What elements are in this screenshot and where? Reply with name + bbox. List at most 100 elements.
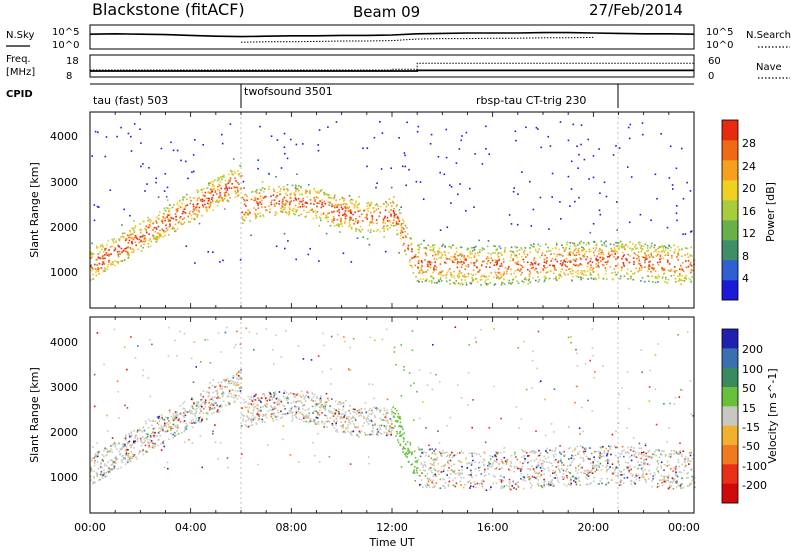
power-range-gate [162, 236, 164, 238]
power-range-gate [618, 248, 620, 250]
power-range-gate [300, 187, 302, 189]
power-range-gate [677, 275, 679, 278]
velocity-range-gate [284, 397, 287, 400]
power-range-gate [421, 264, 423, 267]
velocity-range-gate [317, 414, 319, 416]
power-range-gate [456, 266, 459, 269]
velocity-range-gate [305, 417, 307, 419]
power-range-gate [460, 272, 463, 274]
velocity-range-gate [538, 449, 540, 452]
velocity-range-gate [683, 469, 685, 472]
power-range-gate [217, 177, 219, 179]
velocity-range-gate [442, 470, 445, 473]
power-range-gate [543, 275, 546, 278]
velocity-range-gate [106, 465, 108, 467]
power-range-gate [403, 152, 406, 154]
power-range-gate [366, 238, 369, 240]
power-range-gate [166, 229, 169, 231]
velocity-range-gate [651, 456, 654, 458]
velocity-range-gate [123, 346, 126, 349]
noise-tick-top-right: 10^5 [706, 27, 733, 38]
velocity-range-gate [677, 484, 680, 487]
power-range-gate [285, 192, 287, 195]
power-range-gate [485, 125, 487, 128]
power-range-gate [90, 252, 93, 255]
power-range-gate [382, 219, 385, 222]
velocity-range-gate [510, 488, 512, 491]
velocity-range-gate [436, 457, 438, 459]
velocity-range-gate [226, 386, 229, 388]
velocity-range-gate [643, 453, 645, 456]
velocity-range-gate [196, 401, 199, 403]
power-range-gate [562, 246, 564, 249]
velocity-range-gate [282, 404, 285, 407]
velocity-range-gate [287, 398, 290, 400]
power-range-gate [391, 205, 393, 207]
velocity-range-gate [606, 453, 609, 455]
power-range-gate [124, 232, 126, 235]
velocity-range-gate [173, 417, 175, 419]
power-range-gate [551, 196, 553, 198]
power-range-gate [464, 257, 467, 260]
power-range-gate [650, 245, 653, 247]
velocity-range-gate [658, 449, 660, 452]
power-range-gate [274, 214, 276, 216]
power-range-gate [164, 231, 166, 233]
velocity-range-gate [630, 446, 633, 448]
velocity-range-gate [686, 457, 689, 460]
power-range-gate [278, 200, 281, 203]
power-range-gate [90, 265, 92, 268]
power-range-gate [653, 267, 655, 270]
velocity-range-gate [402, 451, 404, 453]
power-range-gate [403, 242, 405, 245]
power-range-gate [375, 230, 378, 233]
power-range-gate [453, 255, 456, 258]
velocity-range-gate [260, 409, 262, 412]
velocity-range-gate [299, 400, 302, 402]
power-range-gate [683, 277, 686, 280]
power-range-gate [276, 194, 279, 197]
power-range-gate [561, 263, 564, 266]
power-range-gate [263, 197, 265, 199]
power-range-gate [228, 180, 231, 182]
velocity-range-gate [111, 459, 113, 461]
power-range-gate [103, 251, 105, 253]
velocity-range-gate [536, 475, 539, 478]
power-range-gate [555, 242, 558, 244]
velocity-range-gate [393, 351, 396, 353]
power-range-gate [188, 212, 191, 215]
power-ytick-4000: 4000 [50, 130, 78, 143]
velocity-range-gate [663, 469, 665, 471]
power-range-gate [534, 262, 537, 265]
power-range-gate [523, 249, 526, 252]
power-range-gate [440, 257, 442, 259]
power-range-gate [677, 280, 680, 282]
velocity-range-gate [692, 415, 694, 417]
power-range-gate [508, 281, 510, 284]
power-range-gate [392, 202, 395, 204]
velocity-range-gate [687, 485, 689, 487]
velocity-range-gate [133, 430, 136, 432]
velocity-range-gate [689, 380, 692, 382]
velocity-range-gate [399, 432, 401, 434]
power-range-gate [663, 272, 666, 274]
velocity-range-gate [301, 413, 303, 415]
velocity-range-gate [282, 438, 284, 441]
power-range-gate [483, 260, 485, 263]
power-range-gate [283, 188, 285, 191]
velocity-range-gate [533, 476, 536, 479]
power-range-gate [500, 273, 502, 276]
velocity-range-gate [586, 483, 589, 486]
velocity-range-gate [111, 437, 114, 439]
power-range-gate [329, 202, 331, 204]
velocity-range-gate [675, 480, 677, 483]
power-range-gate [240, 175, 243, 177]
power-range-gate [575, 275, 577, 277]
power-range-gate [147, 216, 149, 219]
power-range-gate [648, 268, 650, 270]
power-range-gate [250, 198, 253, 201]
power-range-gate [558, 276, 560, 279]
velocity-range-gate [280, 400, 283, 403]
velocity-range-gate [136, 440, 139, 442]
velocity-range-gate [399, 424, 401, 427]
